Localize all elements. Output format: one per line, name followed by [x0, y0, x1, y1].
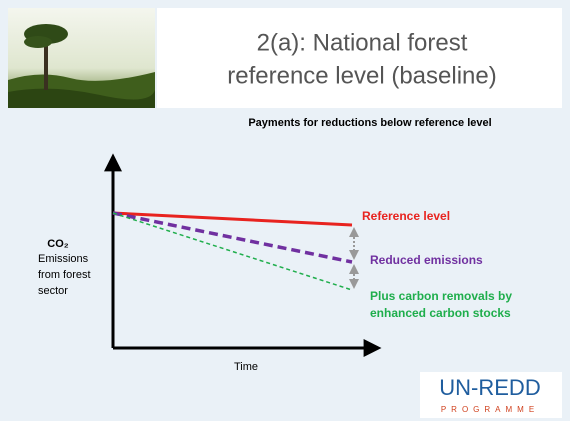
- title-box: [157, 8, 562, 108]
- y-axis-label: from forest: [38, 269, 91, 281]
- line-label: enhanced carbon stocks: [370, 306, 511, 320]
- title-line: reference level (baseline): [227, 62, 496, 89]
- slide: 2(a): National forest reference level (b…: [0, 0, 570, 421]
- y-axis-label: sector: [38, 285, 68, 297]
- x-axis-label: Time: [234, 361, 258, 373]
- y-axis-label: Emissions: [38, 253, 89, 265]
- logo-name: UN-REDD: [439, 375, 540, 400]
- line-label: Plus carbon removals by: [370, 289, 512, 303]
- line-label: Reference level: [362, 209, 450, 223]
- line-label: Reduced emissions: [370, 253, 483, 267]
- subtitle: Payments for reductions below reference …: [248, 117, 491, 129]
- logo-tagline: PROGRAMME: [441, 405, 539, 414]
- forest-photo: [8, 8, 155, 108]
- y-axis-symbol: CO₂: [47, 238, 69, 250]
- title-line: 2(a): National forest: [257, 29, 468, 56]
